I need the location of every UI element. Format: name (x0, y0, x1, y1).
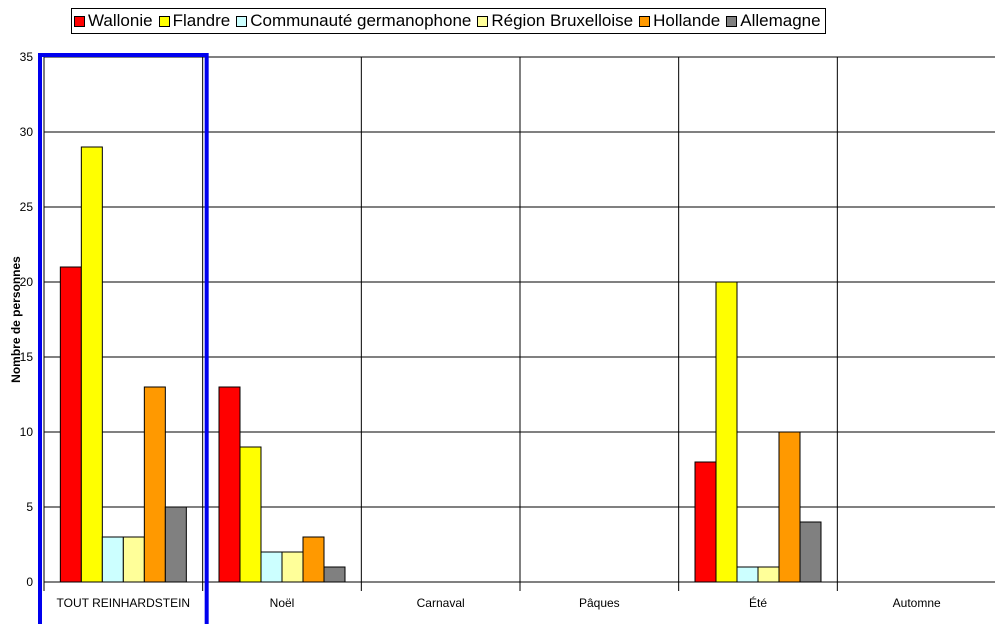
bar-wallonie-0 (59, 266, 82, 583)
bar-allemagne-1 (323, 566, 346, 583)
y-tick-label: 35 (20, 50, 34, 64)
bar-hollande-0 (143, 386, 166, 583)
x-tick-label: Pâques (579, 596, 620, 610)
bar-flandre-1 (239, 446, 262, 583)
legend-item-region-bruxelloise: Région Bruxelloise (477, 11, 633, 31)
legend-label-region-bruxelloise: Région Bruxelloise (491, 11, 634, 30)
bar-hollande-4 (778, 431, 801, 583)
legend-label-hollande: Hollande (653, 11, 721, 30)
x-tick-label: TOUT REINHARDSTEIN (57, 596, 191, 610)
y-axis-label: Nombre de personnes (9, 256, 23, 383)
y-tick-label: 0 (26, 575, 33, 589)
legend-label-allemagne: Allemagne (740, 11, 821, 30)
legend-label-communaute-germanophone: Communauté germanophone (250, 11, 472, 30)
legend-item-wallonie: Wallonie (74, 11, 153, 31)
y-tick-label: 20 (20, 275, 34, 289)
bar-allemagne-0 (164, 506, 187, 583)
x-tick-label: Carnaval (417, 596, 465, 610)
bar-flandre-4 (715, 281, 738, 583)
highlight-box (38, 53, 209, 624)
legend-swatch-flandre (158, 15, 170, 27)
x-tick-label: Automne (893, 596, 941, 610)
bar-flandre-0 (80, 146, 103, 583)
bar-communaut-germanophone-4 (736, 566, 759, 583)
legend-label-wallonie: Wallonie (88, 11, 153, 30)
x-tick-label: Été (749, 595, 767, 610)
bar-wallonie-1 (218, 386, 241, 583)
legend-item-flandre: Flandre (158, 11, 231, 31)
bar-communaut-germanophone-0 (101, 536, 124, 583)
bar-communaut-germanophone-1 (260, 551, 283, 583)
bar-hollande-1 (302, 536, 325, 583)
y-tick-label: 10 (20, 425, 34, 439)
bar-r-gion-bruxelloise-4 (757, 566, 780, 583)
legend-swatch-region-bruxelloise (477, 15, 489, 27)
legend-swatch-allemagne (726, 15, 738, 27)
bar-allemagne-4 (799, 521, 822, 583)
legend-label-flandre: Flandre (172, 11, 231, 30)
bar-r-gion-bruxelloise-1 (281, 551, 304, 583)
legend-item-hollande: Hollande (639, 11, 720, 31)
bar-wallonie-4 (694, 461, 717, 583)
y-tick-label: 5 (26, 500, 33, 514)
legend-swatch-wallonie (74, 15, 85, 27)
y-tick-label: 25 (20, 200, 34, 214)
y-tick-label: 30 (20, 125, 34, 139)
bar-r-gion-bruxelloise-0 (122, 536, 145, 583)
legend-swatch-communaute-germanophone (236, 15, 248, 27)
legend: Wallonie Flandre Communauté germanophone… (71, 8, 826, 34)
x-tick-label: Noël (270, 596, 295, 610)
legend-swatch-hollande (639, 15, 651, 27)
legend-item-allemagne: Allemagne (726, 11, 821, 31)
y-tick-label: 15 (20, 350, 34, 364)
legend-item-communaute-germanophone: Communauté germanophone (236, 11, 471, 31)
